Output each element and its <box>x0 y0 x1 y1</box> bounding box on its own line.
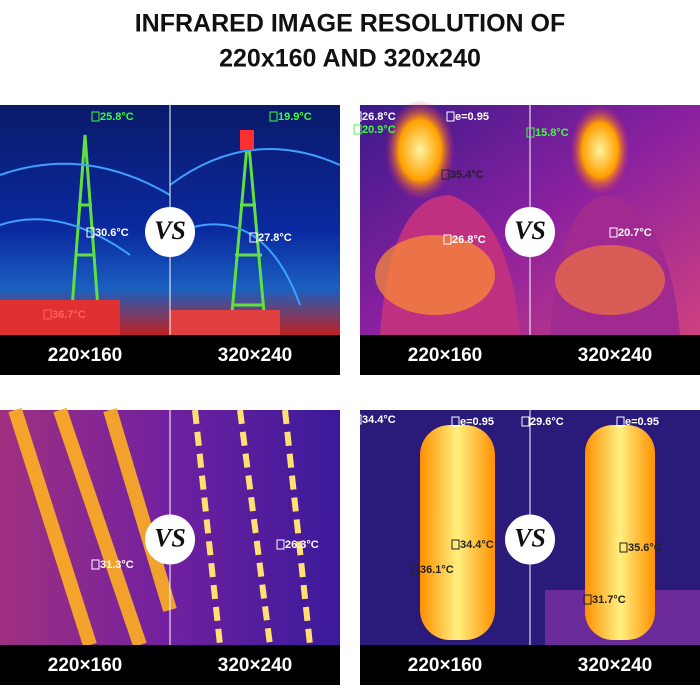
temperature-reading: 20.9°C <box>362 124 396 136</box>
temperature-reading: 19.9°C <box>278 111 312 123</box>
temperature-reading: 26.3°C <box>285 539 319 551</box>
panel: 26.8°C20.9°Ce=0.9535.4°C26.8°C220×16015.… <box>353 105 700 375</box>
panel: 25.8°C 30.6°C 36.7°C 220×160 19.9°C 27.8°C 320… <box>0 105 340 375</box>
temperature-reading: 35.6°C <box>628 542 662 554</box>
title: INFRARED IMAGE RESOLUTION OF <box>135 10 566 38</box>
reading-marker <box>353 111 362 122</box>
temperature-reading: 31.7°C <box>592 594 626 606</box>
temperature-reading: 20.7°C <box>618 227 652 239</box>
resolution-label: 320×240 <box>578 345 653 366</box>
panels: 25.8°C 30.6°C 36.7°C 220×160 19.9°C 27.8°C 320… <box>0 105 700 685</box>
vs-badge <box>145 514 195 565</box>
reading-marker <box>619 542 628 553</box>
vs-text: VS <box>154 523 186 552</box>
vs-text: VS <box>514 523 546 552</box>
temperature-reading: 27.8°C <box>258 232 292 244</box>
reading-marker <box>526 127 535 138</box>
temperature-reading: 26.8°C <box>452 234 486 246</box>
temperature-reading: 26.8°C <box>362 111 396 123</box>
resolution-label: 220×160 <box>48 345 123 366</box>
label-bar <box>0 335 170 375</box>
reading-marker <box>86 227 95 238</box>
reading-marker <box>441 169 450 180</box>
vs-badge <box>505 514 555 565</box>
reading-marker <box>353 124 362 135</box>
reading-marker <box>269 111 278 122</box>
label-bar <box>170 335 340 375</box>
temperature-reading: 36.1°C <box>420 564 454 576</box>
temperature-reading: 35.4°C <box>450 169 484 181</box>
reading-marker <box>353 414 362 425</box>
label-bar <box>360 335 530 375</box>
temperature-reading: 31.3°C <box>100 559 134 571</box>
reading-marker <box>451 539 460 550</box>
title: 220x160 AND 320x240 <box>219 45 481 73</box>
reading-marker <box>443 234 452 245</box>
reading-marker <box>446 111 455 122</box>
temperature-reading: 34.4°C <box>460 539 494 551</box>
temperature-reading: 29.6°C <box>530 416 564 428</box>
reading-marker <box>91 559 100 570</box>
reading-marker <box>411 564 420 575</box>
reading-marker <box>521 416 530 427</box>
label-bar <box>170 645 340 685</box>
reading-marker <box>609 227 618 238</box>
label-bar <box>530 645 700 685</box>
temperature-reading: e=0.95 <box>460 416 494 428</box>
reading-marker <box>583 594 592 605</box>
panel: 34.4°C e=0.95 34.4°C 36.1°C 220×160 29.6°C e=0… <box>353 410 700 685</box>
temperature-reading: 15.8°C <box>535 127 569 139</box>
reading-marker <box>616 416 625 427</box>
vs-text: VS <box>514 216 546 245</box>
reading-marker <box>451 416 460 427</box>
temperature-reading: 30.6°C <box>95 227 129 239</box>
reading-marker <box>249 232 258 243</box>
temperature-reading: e=0.95 <box>455 111 489 123</box>
reading-marker <box>91 111 100 122</box>
reading-marker <box>43 309 52 320</box>
temperature-reading: e=0.95 <box>625 416 659 428</box>
resolution-label: 220×160 <box>408 345 483 366</box>
temperature-reading: 36.7°C <box>52 309 86 321</box>
vs-badge <box>505 207 555 257</box>
label-bar <box>360 645 530 685</box>
panel: 31.3°C 220×160 26.3°C 320×240 VS <box>0 410 340 685</box>
label-bar <box>0 645 170 685</box>
vs-text: VS <box>154 216 186 245</box>
resolution-label: 220×160 <box>408 655 483 676</box>
resolution-label: 320×240 <box>578 655 653 676</box>
resolution-label: 320×240 <box>218 655 293 676</box>
resolution-label: 220×160 <box>48 655 123 676</box>
resolution-label: 320×240 <box>218 345 293 366</box>
temperature-reading: 25.8°C <box>100 111 134 123</box>
label-bar <box>530 335 700 375</box>
vs-badge <box>145 207 195 257</box>
temperature-reading: 34.4°C <box>362 414 396 426</box>
reading-marker <box>276 539 285 550</box>
